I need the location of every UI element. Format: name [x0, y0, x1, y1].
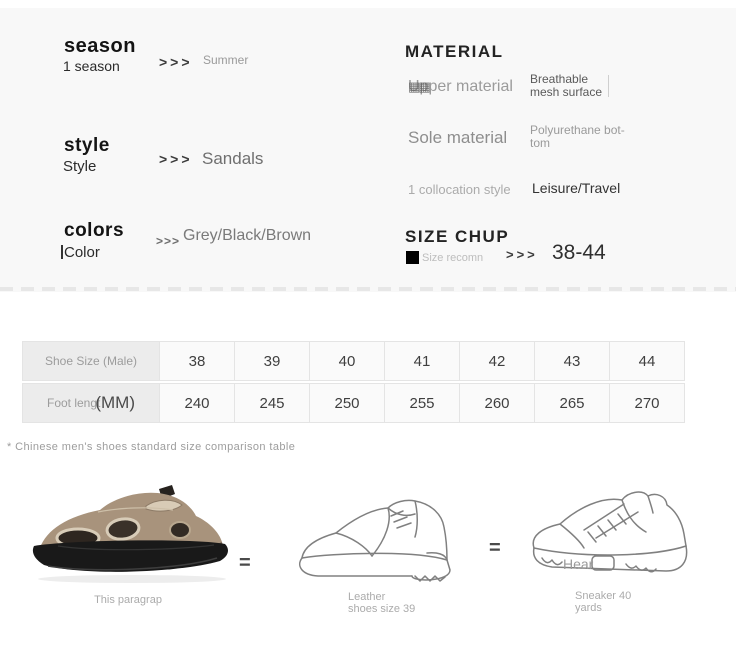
- style-subtitle: Style: [63, 158, 97, 175]
- table-cell: 42: [459, 341, 535, 381]
- dashed-divider: [0, 287, 736, 291]
- row-header-foot-length: Foot lengt (MM): [22, 383, 160, 423]
- colors-title: colors: [64, 220, 125, 241]
- upper-material-label: Upper material: [408, 78, 513, 95]
- sandal-product-photo: [32, 485, 228, 583]
- table-cell: 245: [234, 383, 310, 423]
- material-title: MATERIAL: [405, 42, 504, 61]
- table-cell: 250: [309, 383, 385, 423]
- size-range-value: 38-44: [552, 241, 606, 264]
- style-title: style: [64, 135, 110, 156]
- size-legend: Size recomn: [422, 252, 484, 264]
- colors-arrows-icon: >>>: [156, 234, 181, 248]
- table-cell: 44: [609, 341, 685, 381]
- sneaker-drawing: [532, 491, 688, 573]
- equals-sign-2: =: [489, 537, 501, 559]
- style-arrows-icon: >>>: [159, 151, 193, 167]
- product-spec-panel: season 1 season >>> Summer style Style >…: [0, 8, 736, 292]
- table-cell: 40: [309, 341, 385, 381]
- season-value: Summer: [203, 53, 249, 67]
- table-cell: 270: [609, 383, 685, 423]
- sneaker-caption: Sneaker 40 yards: [575, 590, 632, 614]
- leather-shoe-drawing: [298, 499, 451, 582]
- table-cell: 240: [159, 383, 235, 423]
- season-arrows-icon: >>>: [159, 54, 193, 70]
- table-cell: 255: [384, 383, 460, 423]
- table-cell: 38: [159, 341, 235, 381]
- colors-value: Grey/Black/Brown: [183, 227, 312, 244]
- row-header-shoe-size: Shoe Size (Male): [22, 341, 160, 381]
- season-title: season: [64, 35, 136, 57]
- size-chup-title: SIZE CHUP: [405, 227, 510, 246]
- table-cell: 41: [384, 341, 460, 381]
- upper-material-value: Breathable mesh surface: [530, 72, 603, 99]
- season-subtitle: 1 season: [63, 58, 120, 74]
- table-cell: 265: [534, 383, 610, 423]
- black-square-icon: [406, 251, 419, 264]
- table-row: Shoe Size (Male) 38 39 40 41 42 43 44: [22, 341, 685, 381]
- style-value: Sandals: [202, 149, 264, 168]
- table-cell: 260: [459, 383, 535, 423]
- table-cell: 39: [234, 341, 310, 381]
- table-row: Foot lengt (MM) 240 245 250 255 260 265 2…: [22, 383, 685, 423]
- sandal-caption: This paragrap: [94, 594, 162, 606]
- leather-shoe-caption: Leather shoes size 39: [348, 591, 416, 615]
- sole-material-value: Polyurethane bot- tom: [530, 123, 625, 150]
- sole-material-label: Sole material: [408, 128, 508, 147]
- size-arrows-icon: >>>: [506, 247, 538, 262]
- collocation-value: Leisure/Travel: [532, 180, 621, 196]
- stray-cursor-mark: [608, 75, 609, 97]
- sneaker-overlay-text: Hear: [563, 556, 594, 572]
- colors-subtitle: Color: [61, 244, 100, 261]
- table-footnote: * Chinese men's shoes standard size comp…: [7, 441, 296, 453]
- equals-sign-1: =: [239, 552, 251, 574]
- stray-bar-mark: [61, 245, 63, 259]
- collocation-label: 1 collocation style: [408, 182, 511, 197]
- table-cell: 43: [534, 341, 610, 381]
- garbled-glyphs-overlay: ▦▦: [408, 79, 431, 94]
- mm-unit: (MM): [95, 393, 136, 412]
- size-comparison-table: Shoe Size (Male) 38 39 40 41 42 43 44 Fo…: [22, 341, 685, 425]
